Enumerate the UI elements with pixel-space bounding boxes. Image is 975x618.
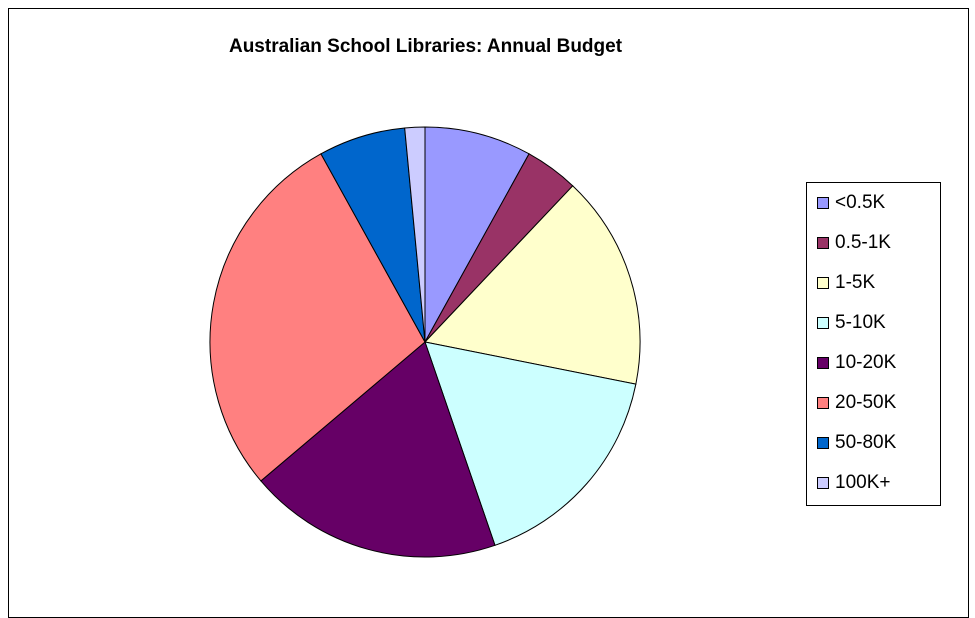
legend-label-3: 5-10K — [835, 312, 886, 333]
legend-swatch-5 — [817, 397, 829, 409]
legend-item-5: 20-50K — [817, 391, 896, 415]
legend-item-0: <0.5K — [817, 191, 885, 215]
legend-item-6: 50-80K — [817, 431, 896, 455]
legend-label-0: <0.5K — [835, 192, 886, 213]
pie-slice-4 — [260, 341, 496, 558]
legend-item-1: 0.5-1K — [817, 231, 891, 255]
legend-item-7: 100K+ — [817, 471, 890, 495]
pie-slice-7 — [404, 126, 426, 343]
legend-item-2: 1-5K — [817, 271, 875, 295]
chart-title: Australian School Libraries: Annual Budg… — [228, 36, 623, 57]
legend-swatch-3 — [817, 317, 829, 329]
legend-label-2: 1-5K — [835, 272, 876, 293]
pie-chart — [209, 126, 641, 558]
pie-slice-5 — [209, 153, 426, 482]
legend-label-5: 20-50K — [835, 392, 897, 413]
pie-slice-0 — [424, 126, 530, 343]
legend-label-7: 100K+ — [835, 472, 891, 493]
legend: <0.5K 0.5-1K 1-5K 5-10K 10-20K 20-50K 50-80K 10… — [806, 182, 941, 506]
legend-swatch-2 — [817, 277, 829, 289]
legend-item-4: 10-20K — [817, 351, 896, 375]
legend-label-1: 0.5-1K — [835, 232, 891, 253]
legend-swatch-7 — [817, 477, 829, 489]
legend-swatch-6 — [817, 437, 829, 449]
legend-swatch-1 — [817, 237, 829, 249]
legend-label-6: 50-80K — [835, 432, 897, 453]
legend-swatch-0 — [817, 197, 829, 209]
legend-item-3: 5-10K — [817, 311, 886, 335]
legend-label-4: 10-20K — [835, 352, 897, 373]
pie-slice-2 — [424, 185, 641, 385]
legend-swatch-4 — [817, 357, 829, 369]
